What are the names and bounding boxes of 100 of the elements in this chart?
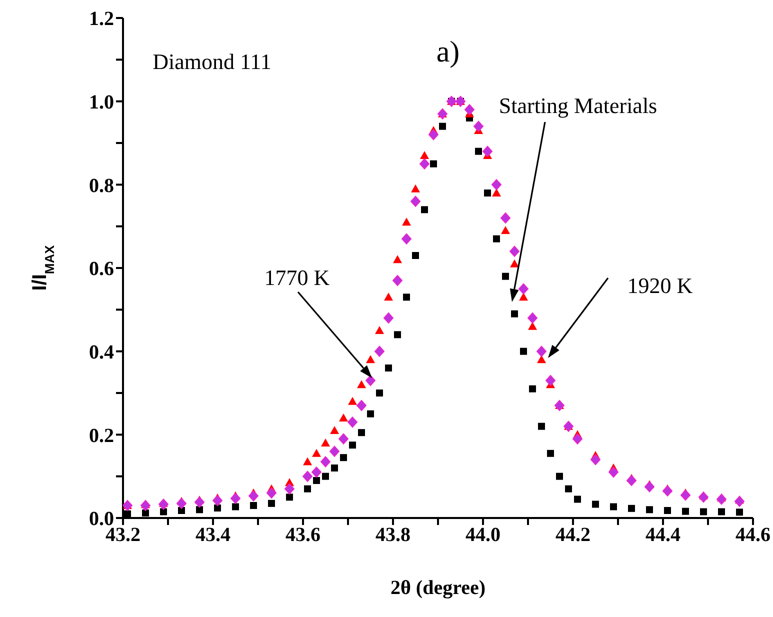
point — [312, 466, 322, 478]
point — [493, 235, 500, 242]
point — [565, 485, 572, 492]
point — [664, 507, 671, 514]
point — [547, 450, 554, 457]
point — [482, 146, 492, 157]
point — [474, 120, 484, 132]
point — [160, 508, 167, 516]
point — [536, 346, 546, 357]
point — [518, 283, 528, 294]
point — [500, 212, 510, 224]
point — [313, 477, 320, 484]
y-tick-label: 0.8 — [89, 174, 114, 197]
x-tick-label: 43.4 — [196, 524, 230, 546]
point — [538, 422, 545, 430]
point — [392, 275, 402, 286]
point — [662, 485, 672, 496]
point — [484, 190, 491, 196]
point — [302, 470, 312, 482]
point — [511, 310, 518, 318]
point — [266, 488, 276, 498]
point — [420, 158, 430, 170]
point — [230, 492, 240, 504]
point — [366, 355, 375, 364]
annotation: 1770 K — [264, 264, 330, 290]
point — [330, 446, 340, 457]
point — [546, 375, 556, 386]
point — [698, 492, 708, 503]
annotation: Starting Materials — [498, 92, 658, 118]
point — [716, 494, 726, 505]
point — [176, 498, 186, 509]
point — [374, 346, 384, 357]
point — [700, 508, 707, 516]
point — [402, 233, 412, 244]
point — [367, 410, 374, 418]
point — [214, 504, 221, 512]
annotation: Diamond 111 — [152, 48, 272, 74]
point — [140, 500, 150, 511]
point — [718, 508, 725, 516]
point — [250, 502, 257, 509]
point — [348, 416, 358, 428]
point — [475, 148, 482, 155]
point — [212, 495, 222, 506]
point — [464, 104, 474, 116]
point — [331, 464, 338, 472]
point — [646, 506, 653, 514]
point — [304, 485, 311, 492]
point — [574, 496, 581, 503]
point — [124, 510, 131, 518]
point — [411, 184, 420, 192]
point — [529, 385, 536, 392]
point — [403, 294, 410, 301]
point — [421, 206, 428, 214]
point — [384, 292, 393, 301]
point — [626, 475, 636, 486]
point — [384, 312, 394, 324]
point — [348, 396, 357, 405]
point — [366, 375, 376, 386]
point — [608, 466, 618, 478]
y-tick-label: 0.4 — [89, 341, 114, 364]
point — [572, 433, 582, 444]
point — [194, 496, 204, 508]
y-tick-label: 1.0 — [89, 91, 114, 114]
annotation: a) — [436, 36, 460, 68]
point — [528, 312, 538, 324]
point — [682, 508, 689, 515]
point — [393, 255, 402, 264]
point — [196, 506, 203, 514]
point — [402, 218, 411, 226]
point — [736, 508, 743, 516]
point — [349, 442, 356, 449]
y-tick-label: 1.2 — [89, 8, 114, 30]
x-tick-label: 43.8 — [376, 524, 410, 546]
point — [519, 292, 528, 301]
point — [556, 472, 563, 480]
annotation: 1920 K — [627, 272, 693, 298]
point — [340, 454, 347, 462]
point — [628, 504, 635, 512]
y-tick-label: 0.6 — [89, 258, 114, 280]
point — [178, 507, 185, 514]
point — [610, 503, 617, 510]
point — [338, 433, 348, 444]
point — [248, 490, 258, 502]
point — [268, 500, 275, 507]
point — [321, 438, 330, 446]
point — [410, 196, 420, 207]
point — [590, 454, 600, 466]
point — [376, 390, 383, 396]
point — [680, 490, 690, 501]
point — [320, 456, 330, 468]
point — [501, 226, 510, 234]
point — [142, 510, 149, 516]
point — [734, 496, 744, 507]
point — [385, 364, 392, 372]
point — [644, 481, 654, 492]
point — [492, 188, 501, 196]
x-tick-label: 44.6 — [736, 524, 770, 546]
point — [284, 483, 294, 494]
point — [232, 503, 239, 510]
x-tick-label: 43.6 — [286, 524, 320, 546]
